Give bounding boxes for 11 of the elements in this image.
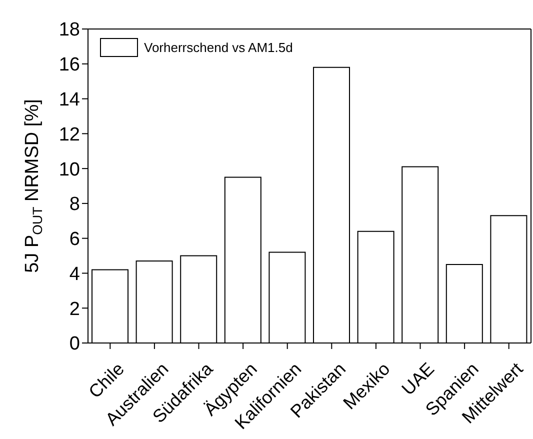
- y-tick-label: 8: [69, 194, 80, 216]
- y-tick-label: 2: [69, 298, 80, 320]
- y-tick-label: 12: [58, 124, 80, 146]
- y-tick-label: 18: [58, 20, 80, 41]
- y-tick-label: 10: [58, 159, 80, 180]
- y-tick-label: 0: [69, 334, 80, 355]
- y-tick-label: 6: [69, 229, 80, 250]
- y-tick-label: 16: [58, 54, 80, 76]
- y-tick-label: 14: [58, 90, 80, 111]
- y-tick-label: 4: [69, 264, 80, 285]
- legend-label: Vorherrschend vs AM1.5d: [143, 39, 293, 57]
